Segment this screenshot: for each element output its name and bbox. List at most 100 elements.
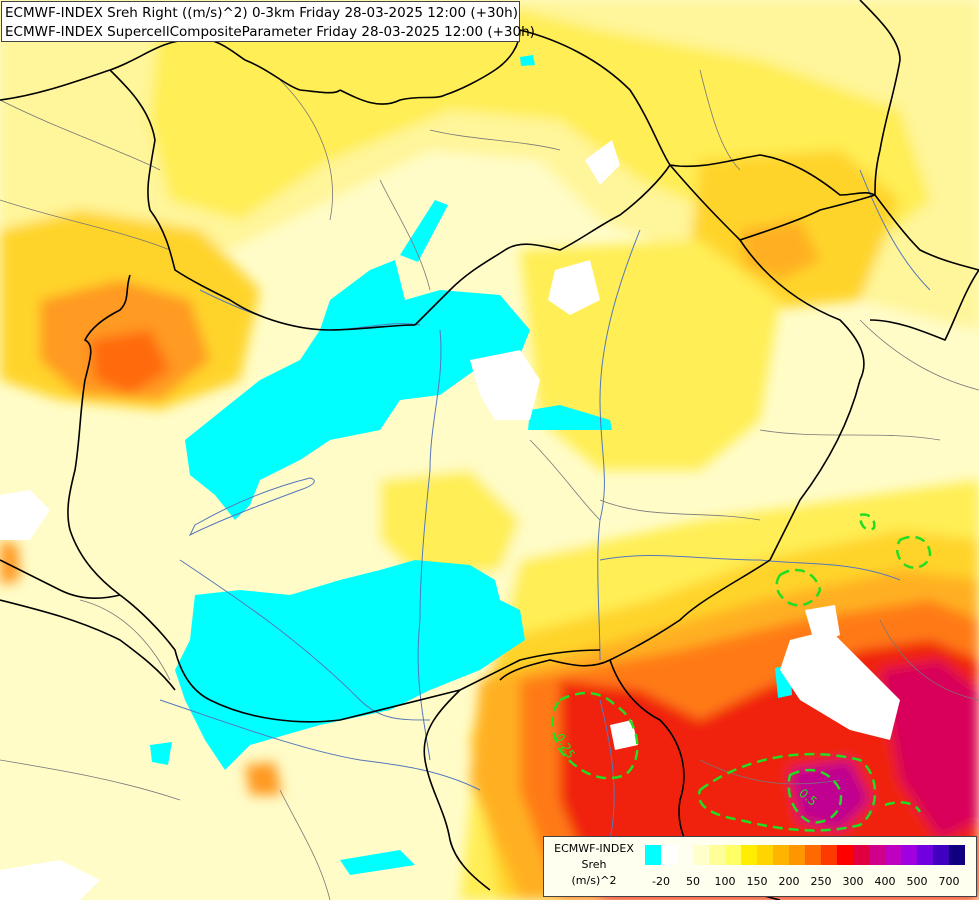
border-slovakia-poland — [519, 29, 876, 196]
region-line-13 — [879, 619, 979, 701]
legend-swatch — [773, 845, 789, 865]
legend-tick-label: 150 — [746, 875, 768, 888]
river-maros — [599, 555, 901, 581]
scp-contour-east-1 — [775, 568, 822, 607]
region-line-7 — [759, 429, 941, 441]
legend-tick-label: 700 — [938, 875, 960, 888]
border-hungary-austria — [67, 274, 131, 596]
legend-swatch — [869, 845, 885, 865]
shade-crimson-southeast — [880, 660, 979, 840]
border-croatia-bosnia — [423, 689, 491, 891]
river-sava — [159, 699, 481, 791]
river-danube-south — [417, 329, 442, 761]
legend-swatch — [645, 845, 661, 865]
border-ukraine-east — [859, 0, 901, 196]
legend-swatch — [805, 845, 821, 865]
shade-white-west — [0, 490, 50, 540]
legend-swatch — [949, 845, 965, 865]
legend-tick-label: 500 — [906, 875, 928, 888]
shade-darkorange-west — [90, 330, 170, 395]
legend-tick-label: -20 — [652, 875, 670, 888]
border-hungary-serbia — [459, 649, 601, 691]
river-drava — [179, 559, 431, 721]
region-line-10 — [0, 759, 181, 801]
river-morava — [599, 699, 615, 841]
legend-swatch — [933, 845, 949, 865]
scp-contour-east-3 — [858, 513, 876, 531]
border-slovenia-croatia — [0, 599, 176, 691]
legend-swatch — [821, 845, 837, 865]
region-line-15 — [379, 179, 431, 291]
shade-white-bottom-left — [0, 860, 100, 900]
legend-tick-label: 50 — [686, 875, 700, 888]
region-line-2 — [0, 199, 171, 251]
shade-cyan-north — [185, 260, 530, 520]
shade-white-center — [470, 350, 540, 420]
border-hungary-ukraine — [669, 164, 876, 241]
legend-title-line-3: (m/s)^2 — [571, 874, 617, 887]
border-ukraine-romania — [874, 194, 979, 271]
region-line-8 — [599, 499, 761, 521]
region-line-5 — [699, 69, 741, 171]
region-line-9 — [79, 599, 171, 681]
region-line-14 — [529, 439, 601, 521]
region-line-6 — [859, 319, 979, 391]
shade-cyan-north-spot — [520, 55, 535, 66]
region-line-4 — [429, 129, 561, 151]
color-legend: ECMWF-INDEX Sreh (m/s)^2 -20 50 100 150 200 2… — [543, 836, 977, 897]
legend-swatch — [837, 845, 853, 865]
legend-swatch — [677, 845, 693, 865]
legend-swatch — [661, 845, 677, 865]
title-sreh: ECMWF-INDEX Sreh Right ((m/s)^2) 0-3km F… — [5, 5, 518, 21]
legend-swatch — [709, 845, 725, 865]
legend-swatch — [901, 845, 917, 865]
title-scp: ECMWF-INDEX SupercellCompositeParameter … — [5, 24, 535, 40]
border-romania-serbia — [499, 559, 771, 681]
legend-swatches — [645, 845, 965, 865]
border-slovakia-hungary — [414, 164, 671, 326]
border-romania-ukraine-east — [869, 269, 979, 341]
shade-white-southeast-2 — [805, 605, 840, 645]
shade-cyan-east-strip — [528, 405, 612, 430]
region-line-3 — [279, 79, 333, 221]
river-east — [859, 169, 931, 291]
scp-contour-south-inner — [787, 768, 843, 824]
border-hungary-romania — [739, 239, 865, 561]
shade-white-south-spot — [610, 720, 638, 750]
region-line-1 — [0, 99, 161, 171]
legend-tick-label: 400 — [874, 875, 896, 888]
shade-cyan-sliver — [400, 200, 448, 262]
scp-contour-south-east — [884, 801, 922, 813]
border-czechia-poland — [339, 29, 521, 105]
legend-swatch — [757, 845, 773, 865]
shade-yellow-center-south — [380, 470, 520, 580]
region-line-11 — [279, 789, 331, 900]
legend-ticks: -20 50 100 150 200 250 300 400 500 700 — [645, 875, 975, 889]
legend-swatch — [917, 845, 933, 865]
shade-orange-southwest-spot — [245, 762, 282, 795]
border-hungary-croatia — [119, 594, 461, 723]
legend-swatch — [853, 845, 869, 865]
region-lines — [0, 69, 979, 900]
legend-swatch — [741, 845, 757, 865]
legend-swatch — [885, 845, 901, 865]
scp-contours — [551, 513, 932, 832]
shade-magenta-south — [790, 760, 870, 830]
river-lake-balaton — [188, 477, 315, 537]
legend-swatch — [789, 845, 805, 865]
legend-tick-label: 250 — [810, 875, 832, 888]
shade-orange-west-edge — [0, 540, 20, 585]
region-line-12 — [699, 759, 841, 785]
legend-tick-label: 200 — [778, 875, 800, 888]
legend-tick-label: 300 — [842, 875, 864, 888]
map-title-box: ECMWF-INDEX Sreh Right ((m/s)^2) 0-3km F… — [1, 1, 535, 42]
legend-title-line-1: ECMWF-INDEX — [554, 842, 634, 855]
sreh-white-areas — [0, 140, 900, 900]
river-tisza — [597, 229, 641, 661]
legend-title-line-2: Sreh — [581, 858, 607, 871]
shade-white-hills — [548, 260, 600, 315]
border-austria-slovenia — [0, 559, 121, 600]
shade-white-southeast — [780, 630, 900, 740]
